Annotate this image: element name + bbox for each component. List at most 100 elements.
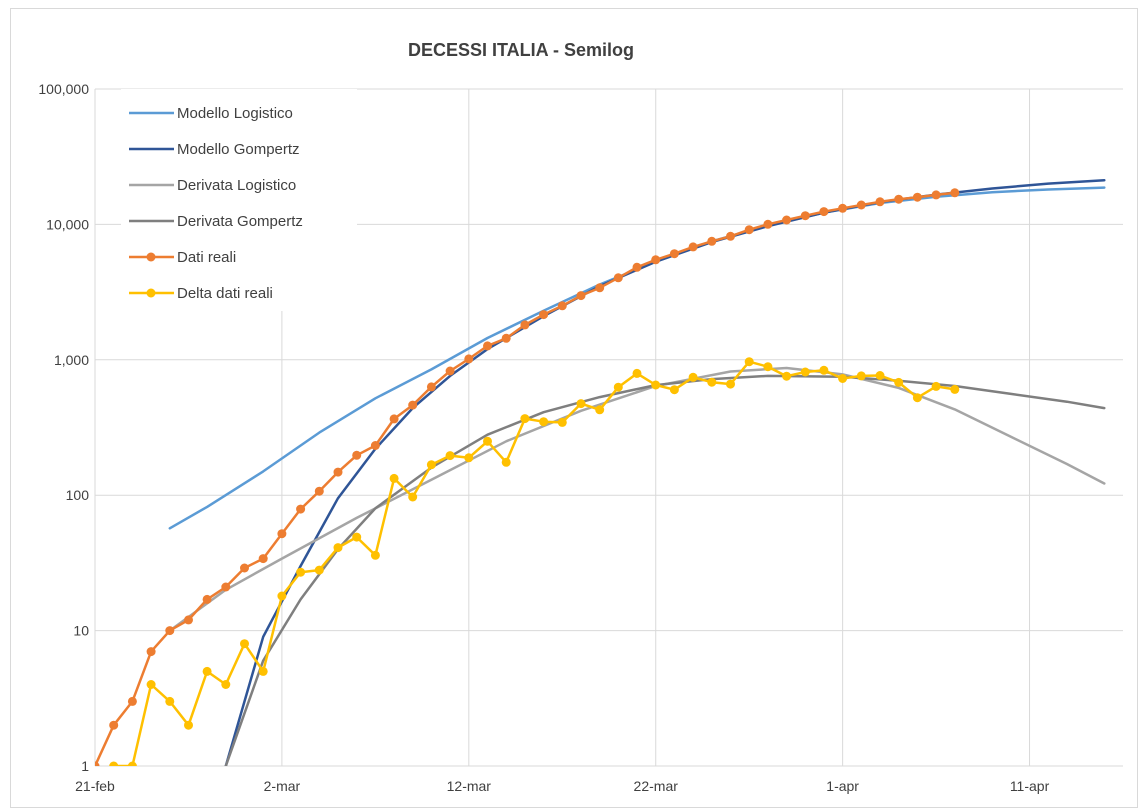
series-layer [95,178,1106,766]
data-point [819,365,829,375]
data-point [146,680,156,689]
chart: 1 10 100 1,000 10,000 100,000 21-feb 2-mar 12-ma… [38,40,1123,794]
data-point [184,615,193,625]
data-point [314,486,324,496]
data-point [726,379,735,389]
chart-title: DECESSI ITALIA - Semilog [408,40,634,60]
data-point [352,532,362,542]
chart-frame: 1 10 100 1,000 10,000 100,000 21-feb 2-mar 12-ma… [10,8,1138,808]
data-point [202,594,212,604]
data-point [483,341,492,351]
data-point [931,381,941,391]
legend-marker [146,288,156,298]
series-line [224,374,1106,766]
data-point [894,194,904,204]
data-point [763,219,773,229]
data-point [109,720,119,730]
data-point [221,680,231,689]
data-point [408,400,418,410]
data-point [763,362,773,372]
data-point [240,563,249,573]
data-point [408,492,418,502]
data-point [800,211,810,221]
data-point [258,666,268,676]
data-point [651,380,661,390]
legend-background [121,89,357,311]
data-point [127,761,137,766]
data-point [707,377,717,387]
data-point [819,207,829,217]
data-point [875,371,885,380]
series-line [224,178,1106,766]
data-point [95,761,100,766]
data-point [613,273,623,283]
series-line [112,360,957,766]
data-point [221,582,231,592]
data-point [744,225,754,235]
data-point [483,436,492,446]
data-point [856,200,866,210]
data-point [165,696,175,706]
data-point [950,188,960,198]
data-point [894,377,904,387]
data-point [277,591,287,601]
legend: Modello Logistico Modello Gompertz Derivat… [129,105,303,302]
legend-label: Dati reali [177,249,236,266]
data-point [352,450,362,460]
data-point [838,374,848,383]
data-point [202,666,212,676]
data-point [370,550,380,560]
data-point [595,405,605,415]
data-point [539,417,549,427]
data-point [426,382,436,392]
data-point [127,696,137,706]
data-point [314,565,324,575]
data-point [838,203,848,213]
data-point [782,371,792,381]
data-point [557,417,567,427]
data-point [445,366,455,376]
y-tick-label: 10,000 [46,216,89,232]
data-point [744,357,754,367]
x-tick-label: 12-mar [447,778,492,794]
data-point [950,384,960,394]
data-point [370,441,380,450]
data-point [389,473,399,483]
data-point [912,393,922,403]
data-point [557,301,567,311]
data-point [426,460,436,470]
series-5 [109,357,960,766]
data-point [258,554,268,564]
legend-label: Derivata Logistico [177,177,296,194]
data-point [856,371,866,381]
legend-label: Delta dati reali [177,285,273,302]
y-tick-label: 100 [66,487,90,503]
legend-marker [146,252,156,262]
data-point [875,197,885,207]
x-tick-label: 1-apr [826,778,859,794]
data-point [520,320,530,330]
data-point [613,382,623,392]
data-point [632,262,642,272]
data-point [782,215,792,225]
data-point [333,543,343,553]
data-point [445,451,455,461]
x-tick-label: 2-mar [264,778,301,794]
data-point [576,399,586,409]
data-point [464,354,474,364]
data-point [109,761,119,766]
legend-label: Modello Logistico [177,105,293,122]
data-point [688,372,698,382]
data-point [688,242,698,252]
series-3 [224,374,1106,766]
data-point [277,529,287,539]
series-1 [224,178,1106,766]
data-point [184,720,193,730]
y-tick-label: 100,000 [38,81,89,97]
data-point [501,457,511,467]
data-point [520,414,530,424]
legend-label: Modello Gompertz [177,141,300,158]
series-4 [95,188,960,766]
data-point [912,192,922,202]
data-point [576,291,586,301]
